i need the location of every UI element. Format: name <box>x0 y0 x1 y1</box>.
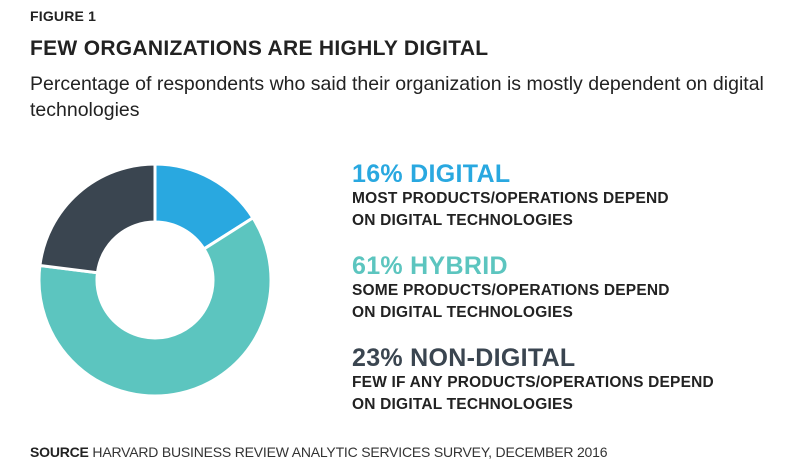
legend-heading: 16% DIGITAL <box>352 160 511 188</box>
legend-description-line: ON DIGITAL TECHNOLOGIES <box>352 396 574 413</box>
legend-heading: 61% HYBRID <box>352 252 508 280</box>
legend-item-digital: 16% DIGITAL MOST PRODUCTS/OPERATIONS DEP… <box>352 160 792 232</box>
legend-item-hybrid: 61% HYBRID SOME PRODUCTS/OPERATIONS DEPE… <box>352 252 792 324</box>
legend-heading: 23% NON-DIGITAL <box>352 344 576 372</box>
donut-slice-non-digital <box>38 162 157 275</box>
legend-description-line: SOME PRODUCTS/OPERATIONS DEPEND <box>352 282 670 299</box>
legend-item-non-digital: 23% NON-DIGITAL FEW IF ANY PRODUCTS/OPER… <box>352 344 792 416</box>
donut-slice-hybrid <box>37 215 273 398</box>
legend-description-line: ON DIGITAL TECHNOLOGIES <box>352 304 574 321</box>
legend-description-line: FEW IF ANY PRODUCTS/OPERATIONS DEPEND <box>352 374 714 391</box>
chart-title: FEW ORGANIZATIONS ARE HIGHLY DIGITAL <box>30 37 489 60</box>
chart-subtitle: Percentage of respondents who said their… <box>30 73 764 121</box>
figure-label: FIGURE 1 <box>30 8 97 24</box>
source-label: SOURCE <box>30 444 89 460</box>
donut-chart <box>37 162 273 398</box>
legend-description-line: MOST PRODUCTS/OPERATIONS DEPEND <box>352 190 669 207</box>
legend-description-line: ON DIGITAL TECHNOLOGIES <box>352 212 574 229</box>
source-text: HARVARD BUSINESS REVIEW ANALYTIC SERVICE… <box>92 444 608 460</box>
source-note: SOURCE HARVARD BUSINESS REVIEW ANALYTIC … <box>30 444 608 460</box>
